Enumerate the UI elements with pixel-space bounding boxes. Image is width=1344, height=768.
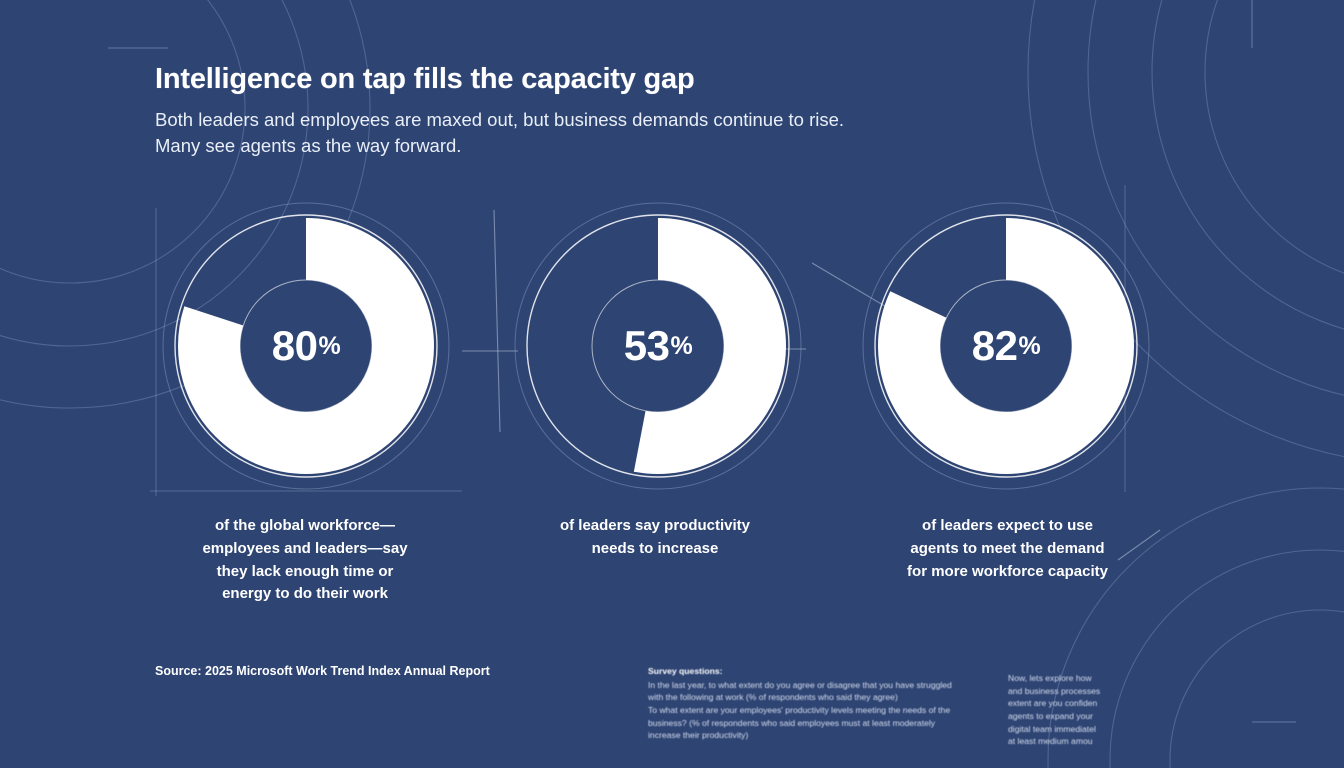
donut-wrap-2: 82% — [856, 196, 1156, 496]
donut-chart-1: 53% — [502, 196, 814, 506]
donut-arc-1 — [530, 218, 786, 474]
donut-arc-2 — [878, 218, 1134, 474]
header: Intelligence on tap fills the capacity g… — [155, 62, 1055, 160]
caption-line: they lack enough time or — [216, 562, 394, 580]
survey-overflow-line: extent are you confiden — [1008, 698, 1098, 709]
page-subtitle: Both leaders and employees are maxed out… — [155, 107, 1055, 160]
donut-caption-0: of the global workforce— employees and le… — [160, 515, 450, 606]
source-note: Source: 2025 Microsoft Work Trend Index … — [155, 664, 490, 678]
caption-line: for more workforce capacity — [907, 562, 1108, 580]
page-title: Intelligence on tap fills the capacity g… — [155, 63, 695, 95]
donut-wrap-0: 80% — [156, 196, 456, 496]
donut-wrap-1: 53% — [508, 196, 808, 496]
survey-overflow-line: and business processes — [1008, 685, 1101, 696]
survey-questions-overflow: Now, lets explore how and business proces… — [1008, 672, 1136, 748]
subtitle-line-2: Many see agents as the way forward. — [155, 135, 462, 157]
subtitle-line-1: Both leaders and employees are maxed out… — [155, 109, 845, 131]
survey-overflow-line: digital team immediatel — [1008, 723, 1096, 734]
caption-line: of the global workforce— — [214, 517, 395, 534]
caption-line: employees and leaders—say — [202, 539, 408, 557]
donut-arc-0 — [178, 218, 434, 474]
survey-questions: Survey questions: In the last year, to w… — [648, 665, 958, 742]
caption-line: energy to do their work — [222, 585, 388, 603]
caption-line: agents to meet the demand — [910, 539, 1105, 557]
caption-line: needs to increase — [591, 539, 719, 557]
donut-chart-0: 80% — [150, 196, 462, 506]
donut-svg-1 — [514, 202, 802, 490]
donut-svg-2 — [862, 202, 1150, 490]
donut-svg-0 — [162, 202, 450, 490]
donut-caption-2: of leaders expect to use agents to meet t… — [855, 515, 1160, 583]
donut-caption-1: of leaders say productivity needs to incr… — [510, 515, 800, 561]
survey-overflow-line: agents to expand your — [1008, 710, 1094, 721]
caption-line: of leaders say productivity — [559, 517, 751, 534]
survey-question-1: In the last year, to what extent do you … — [648, 679, 952, 703]
donut-captions: of the global workforce— employees and le… — [150, 515, 1150, 625]
donut-chart-2: 82% — [850, 196, 1162, 506]
survey-questions-heading: Survey questions: — [648, 666, 723, 676]
donut-chart-group: 80% 53% — [150, 196, 1150, 506]
survey-overflow-line: at least medium amou — [1008, 736, 1093, 747]
survey-overflow-line: Now, lets explore how — [1008, 673, 1092, 683]
caption-line: of leaders expect to use — [922, 517, 1093, 534]
survey-question-2: To what extent are your employees' produ… — [648, 704, 951, 741]
